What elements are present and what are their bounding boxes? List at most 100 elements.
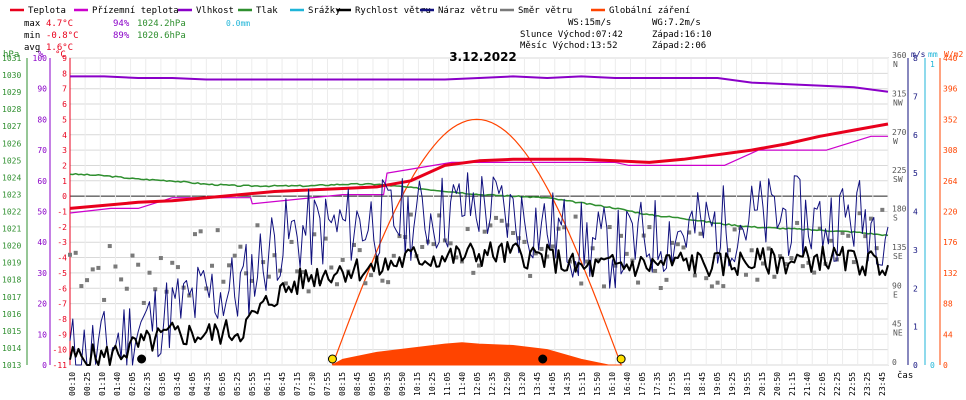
wind-direction-point	[755, 277, 760, 282]
hpa-tick: 1021	[2, 225, 21, 234]
wind-direction-point	[102, 297, 107, 302]
ground-temp-line	[69, 135, 888, 214]
hpa-tick: 1029	[2, 88, 21, 97]
wind-direction-point	[857, 211, 862, 216]
wind-direction-point	[721, 284, 726, 289]
wind-direction-point	[851, 260, 856, 265]
sunset-marker	[616, 354, 626, 364]
wind-direction-point	[96, 265, 101, 270]
x-tick: 21:40	[803, 372, 812, 396]
x-tick: 06:15	[263, 372, 272, 396]
hpa-tick: 1024	[2, 173, 21, 182]
wind-direction-point	[806, 260, 811, 265]
wind-direction-point	[880, 207, 885, 212]
wind-direction-point	[278, 268, 283, 273]
x-tick: 14:05	[548, 372, 557, 396]
wind-direction-point	[636, 280, 641, 285]
wind-direction-point	[153, 287, 158, 292]
c-tick: 3	[62, 146, 67, 155]
legend-label: Přízemní teplota	[92, 6, 179, 16]
wind-direction-point	[431, 242, 436, 247]
wind-direction-point	[289, 239, 294, 244]
wind-direction-point	[221, 279, 226, 284]
x-tick: 14:35	[563, 372, 572, 396]
x-tick: 02:05	[128, 372, 137, 396]
wm2-tick: 352	[943, 115, 958, 124]
wind-direction-point	[789, 256, 794, 261]
c-tick: -1	[57, 208, 67, 217]
hpa-tick: 1023	[2, 190, 21, 199]
ws-text: WS:15m/s	[568, 18, 611, 28]
wind-direction-point	[386, 280, 391, 285]
wind-direction-point	[369, 273, 374, 278]
wind-direction-point	[323, 236, 328, 241]
wind-direction-point	[187, 293, 192, 298]
chart-title: 3.12.2022	[449, 50, 517, 64]
c-tick: 7	[62, 85, 67, 94]
wind-direction-point	[607, 225, 612, 230]
x-tick: 19:55	[743, 372, 752, 396]
wind-direction-point	[499, 218, 504, 223]
wind-direction-point	[619, 233, 624, 238]
x-tick: 17:05	[638, 372, 647, 396]
grid-lines	[69, 57, 889, 366]
pct-tick: 70	[37, 146, 47, 155]
wm2-tick: 132	[943, 269, 958, 278]
ms-tick: 8	[913, 54, 918, 63]
wind-direction-point	[681, 245, 686, 250]
wg-text: WG:7.2m/s	[652, 18, 701, 28]
stats-label: min	[24, 31, 40, 41]
wind-direction-point	[357, 248, 362, 253]
x-tick: 21:15	[788, 372, 797, 396]
x-unit: čas	[897, 370, 913, 381]
wind-direction-point	[812, 270, 817, 275]
wm2-tick: 440	[943, 54, 958, 63]
pct-tick: 20	[37, 300, 47, 309]
sunrise-text: Slunce Východ:07:42	[520, 30, 623, 40]
stats-pressure: 1024.2hPa	[137, 19, 186, 29]
c-tick: -9	[57, 330, 67, 339]
moonrise-marker	[538, 354, 548, 364]
wind-direction-point	[210, 263, 215, 268]
x-tick: 01:10	[98, 372, 107, 396]
dir-label-tick: S	[893, 214, 898, 223]
hpa-tick: 1030	[2, 71, 21, 80]
c-tick: 9	[62, 54, 67, 63]
x-tick: 17:35	[653, 372, 662, 396]
x-tick: 04:05	[188, 372, 197, 396]
wind-direction-point	[494, 215, 499, 220]
legend-label: Tlak	[256, 6, 278, 16]
wind-direction-point	[227, 263, 232, 268]
hpa-tick: 1022	[2, 208, 21, 217]
c-tick: 0	[62, 192, 67, 201]
wind-direction-point	[300, 270, 305, 275]
wind-direction-point	[107, 244, 112, 249]
x-tick: 10:15	[413, 372, 422, 396]
dir-deg-tick: 135	[892, 243, 907, 252]
x-tick: 12:35	[488, 372, 497, 396]
wind-direction-point	[829, 238, 834, 243]
legend-label: Teplota	[28, 6, 66, 16]
dir-label-tick: SE	[893, 252, 903, 261]
ms-tick: 1	[913, 323, 918, 332]
pressure-line	[69, 172, 889, 237]
wm2-tick: 88	[943, 300, 953, 309]
stats-temp: 1.6°C	[46, 43, 73, 53]
c-tick: 1	[62, 177, 67, 186]
wind-direction-point	[90, 267, 95, 272]
c-tick: -4	[57, 254, 67, 263]
dir-deg-tick: 315	[892, 89, 907, 98]
wind-direction-point	[192, 232, 197, 237]
wind-direction-point	[471, 270, 476, 275]
wind-direction-point	[743, 272, 748, 277]
pct-tick: 30	[37, 269, 47, 278]
wind-direction-point	[613, 263, 618, 268]
x-tick: 20:50	[773, 372, 782, 396]
wind-direction-point	[539, 246, 544, 251]
dir-deg-tick: 270	[892, 128, 907, 137]
hpa-tick: 1013	[2, 361, 21, 370]
wind-direction-point	[840, 230, 845, 235]
wind-direction-point	[454, 255, 459, 260]
wind-direction-point	[380, 278, 385, 283]
